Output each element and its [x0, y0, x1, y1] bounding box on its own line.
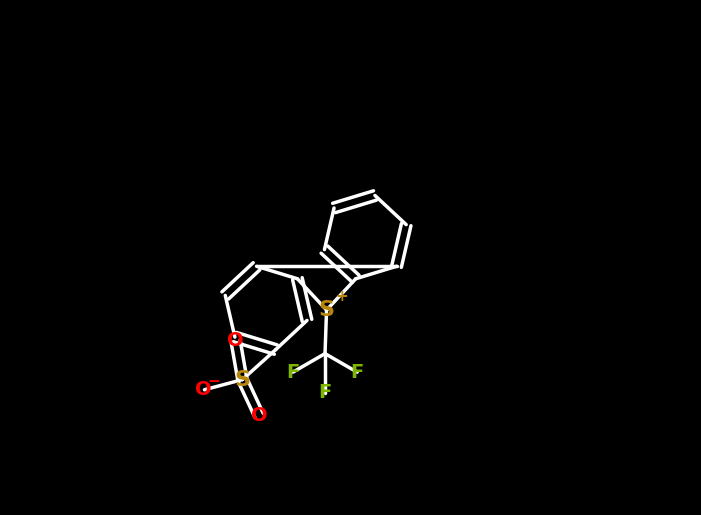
Text: S: S: [234, 370, 250, 390]
Text: O: O: [251, 406, 267, 425]
Text: O: O: [227, 331, 244, 350]
Text: O: O: [195, 380, 211, 399]
Text: F: F: [318, 383, 332, 402]
Text: +: +: [336, 289, 348, 304]
Text: F: F: [286, 363, 299, 382]
Text: −: −: [207, 374, 220, 389]
Text: S: S: [318, 300, 334, 320]
Text: F: F: [350, 363, 364, 382]
